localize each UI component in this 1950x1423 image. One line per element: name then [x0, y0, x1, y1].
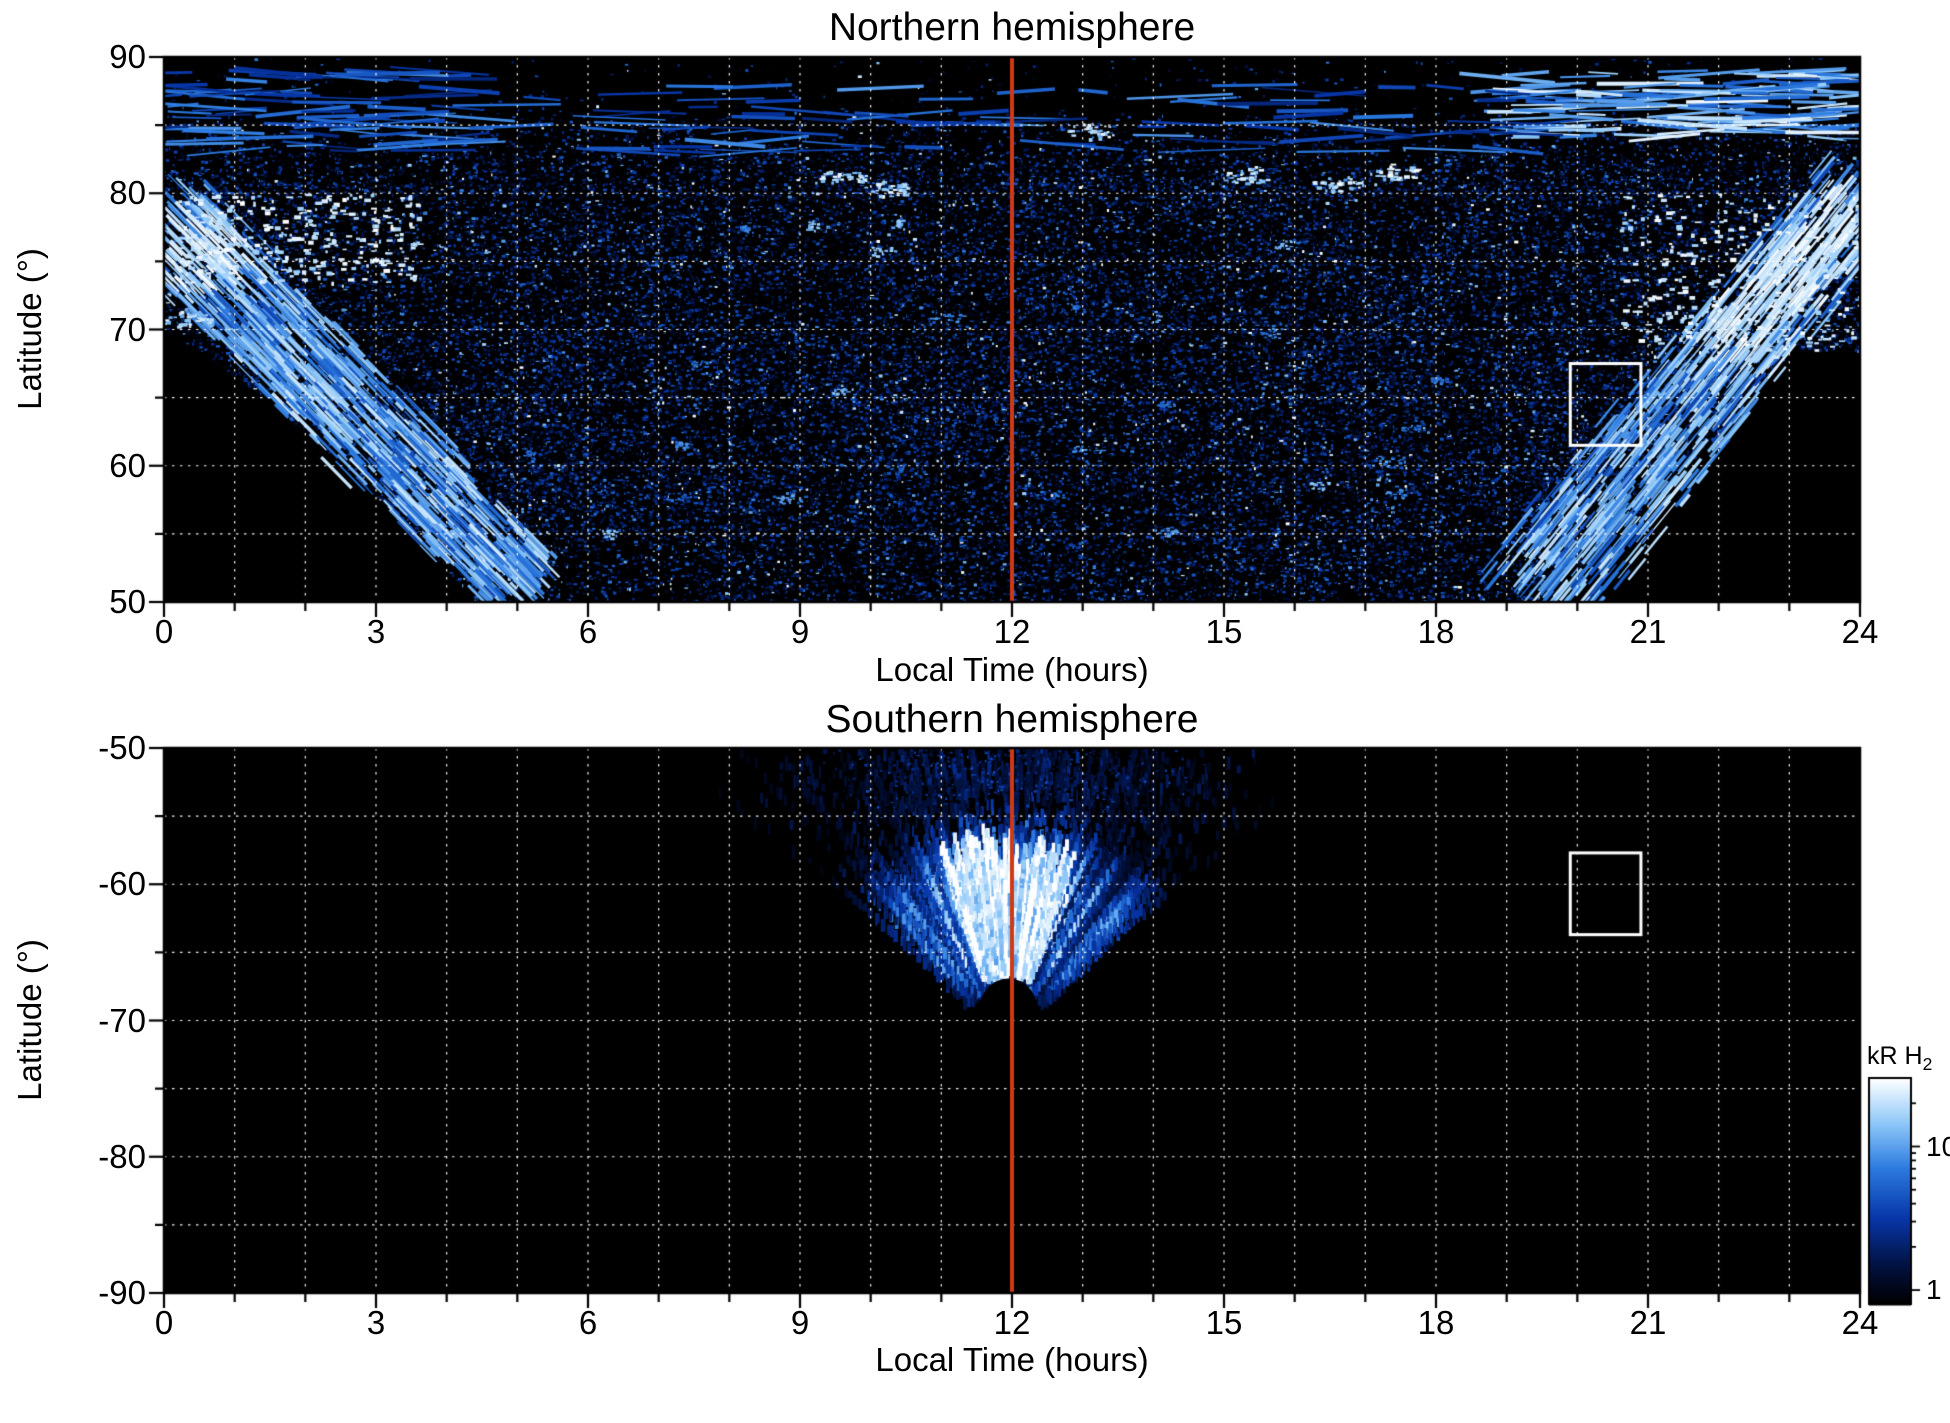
north-y-axis-label: Latitude (°) — [11, 248, 48, 410]
south-y-axis-label: Latitude (°) — [11, 939, 48, 1101]
south-x-axis-label: Local Time (hours) — [875, 1341, 1149, 1378]
colorbar-label-subscript: 2 — [1922, 1054, 1933, 1074]
colorbar-label: kR H2 — [1867, 1042, 1932, 1075]
colorbar-label-text: kR H — [1867, 1042, 1923, 1070]
north-panel-title: Northern hemisphere — [828, 6, 1196, 49]
south-panel-title: Southern hemisphere — [825, 698, 1199, 741]
north-x-axis-label: Local Time (hours) — [875, 651, 1149, 688]
